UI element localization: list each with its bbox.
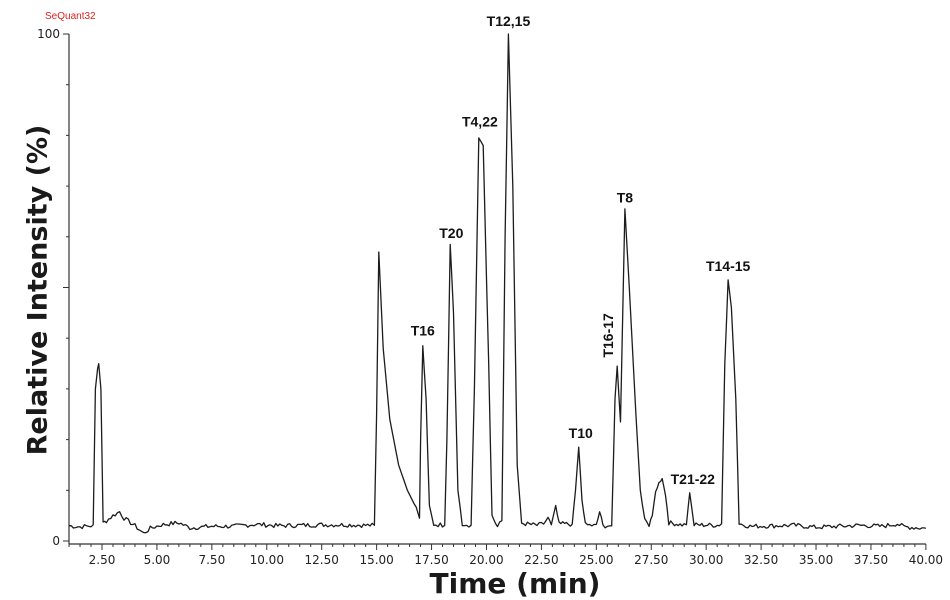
peak-label: T10	[569, 425, 593, 441]
y-tick-label: 0	[52, 534, 60, 548]
x-tick-label: 25.00	[579, 553, 613, 567]
x-tick-label: 12.50	[305, 553, 339, 567]
x-tick-label: 7.50	[198, 553, 225, 567]
x-tick-label: 17.50	[414, 553, 448, 567]
peak-label: T8	[617, 189, 634, 205]
peak-label: T12,15	[487, 13, 531, 29]
x-tick-label: 15.00	[359, 553, 393, 567]
chromatogram-trace	[68, 33, 927, 534]
watermark-label: SeQuant32	[45, 11, 96, 22]
peak-label: T20	[439, 225, 463, 241]
x-tick-label: 22.50	[524, 553, 558, 567]
peak-label: T16-17	[600, 313, 616, 358]
x-tick-label: 35.00	[799, 553, 833, 567]
x-tick-label: 30.00	[689, 553, 723, 567]
x-tick-label: 27.50	[634, 553, 668, 567]
x-tick-label: 40.00	[909, 553, 943, 567]
peak-labels: T16 T20 T4,22 T12,15 T10 T16-17 T8 T21-22 T14-15	[411, 13, 751, 487]
peak-label: T21-22	[671, 471, 716, 487]
y-tick-label: 100	[37, 27, 60, 41]
x-tick-label: 37.50	[854, 553, 888, 567]
x-tick-label: 32.50	[744, 553, 778, 567]
peak-label: T16	[411, 322, 435, 338]
x-tick-label: 5.00	[144, 553, 171, 567]
x-tick-label: 20.00	[469, 553, 503, 567]
x-tick-label: 10.00	[250, 553, 284, 567]
x-tick-label: 2.50	[89, 553, 116, 567]
peak-label: T4,22	[462, 113, 498, 129]
x-axis-label: Time (min)	[429, 567, 601, 600]
axes: 0 100 2.50 5.00 7.50 10.00 12.50 15.00 17.50 20.0…	[37, 27, 943, 567]
peak-label: T14-15	[706, 258, 751, 274]
